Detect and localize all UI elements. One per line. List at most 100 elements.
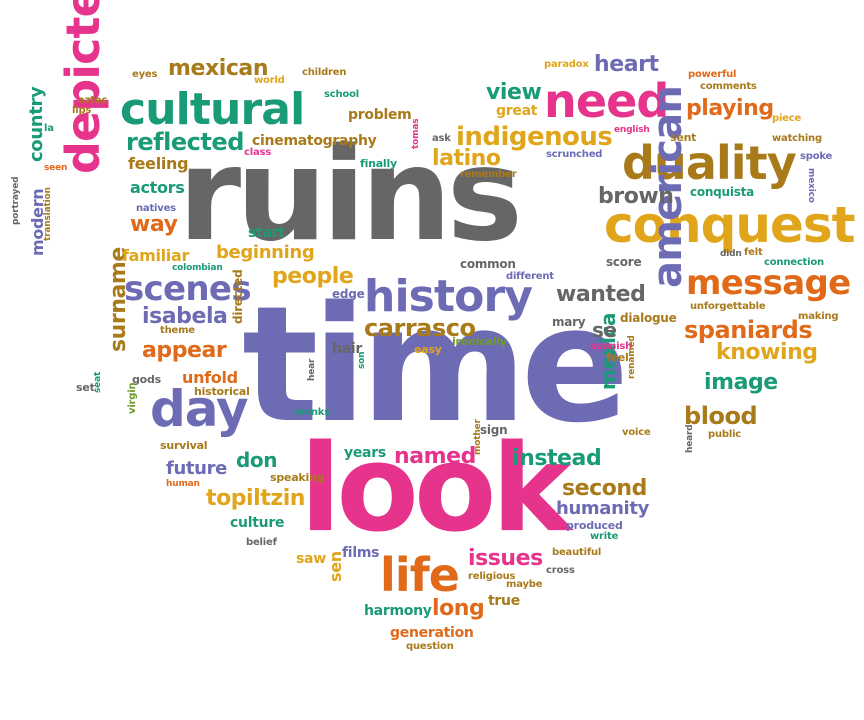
- word-ruins: ruins: [178, 121, 523, 270]
- word-mary: mary: [552, 315, 586, 329]
- word-se: se: [592, 318, 617, 342]
- word-translation: translation: [43, 187, 53, 241]
- word-reflected: reflected: [126, 128, 244, 156]
- word-look: look: [300, 420, 571, 559]
- word-depicted: depicted: [56, 0, 110, 174]
- word-scrunched: scrunched: [546, 149, 603, 160]
- word-comments: comments: [700, 81, 757, 92]
- word-ironically: ironically: [452, 335, 507, 348]
- word-natives: natives: [136, 203, 176, 214]
- word-conquista: conquista: [690, 185, 754, 199]
- word-knowing: knowing: [716, 340, 818, 365]
- word-latino: latino: [432, 146, 501, 171]
- word-beginning: beginning: [216, 242, 315, 263]
- word-paradox: paradox: [544, 59, 589, 70]
- word-connection: connection: [764, 257, 824, 268]
- word-monks: monks: [294, 407, 331, 418]
- word-way: way: [130, 212, 178, 237]
- word-remember: remember: [460, 169, 517, 180]
- word-common: common: [460, 257, 516, 271]
- word-cultural: cultural: [120, 84, 305, 135]
- word-sign: sign: [480, 423, 508, 437]
- word-spaniards: spaniards: [684, 316, 813, 344]
- word-unforgettable: unforgettable: [690, 301, 766, 312]
- word-named: named: [394, 444, 476, 469]
- word-spoke: spoke: [800, 151, 833, 162]
- word-blood: blood: [684, 402, 758, 430]
- word-lips: lips: [72, 105, 92, 116]
- word-don: don: [236, 448, 278, 472]
- word-great: great: [496, 103, 538, 119]
- word-heard: heard: [685, 424, 695, 453]
- word-seat: seat: [93, 371, 103, 393]
- word-instead: instead: [512, 446, 602, 471]
- word-image: image: [704, 370, 778, 395]
- word-hear: hear: [307, 358, 317, 381]
- word-dialogue: dialogue: [620, 311, 677, 325]
- word-life: life: [380, 548, 460, 602]
- word-feeling: feeling: [128, 154, 189, 173]
- word-class: class: [244, 147, 272, 158]
- word-public: public: [708, 429, 742, 440]
- word-humanity: humanity: [556, 498, 649, 519]
- word-different: different: [506, 271, 554, 282]
- word-son: son: [357, 351, 367, 369]
- word-virgin: virgin: [127, 382, 138, 414]
- word-indigenous: indigenous: [456, 122, 613, 152]
- word-belief: belief: [246, 537, 277, 548]
- word-easy: easy: [414, 343, 442, 356]
- word-powerful: powerful: [688, 69, 737, 80]
- word-hair: hair: [332, 341, 362, 357]
- word-question: question: [406, 641, 454, 652]
- word-set: set: [76, 381, 95, 394]
- word-seen: seen: [44, 163, 68, 173]
- word-generation: generation: [390, 625, 474, 641]
- word-world: world: [254, 75, 285, 86]
- word-directed: directed: [231, 269, 245, 324]
- word-theme: theme: [160, 325, 195, 336]
- word-beautiful: beautiful: [552, 547, 602, 558]
- word-carrasco: carrasco: [364, 314, 476, 342]
- word-harmony: harmony: [364, 603, 432, 619]
- word-felt: felt: [744, 247, 763, 258]
- word-piece: piece: [772, 113, 802, 124]
- word-historical: historical: [194, 385, 250, 398]
- word-isabela: isabela: [142, 304, 228, 329]
- word-second: second: [562, 476, 647, 501]
- word-aztec: aztec: [78, 95, 108, 106]
- word-religious: religious: [468, 571, 516, 582]
- word-history: history: [364, 271, 533, 322]
- word-mexican: mexican: [168, 56, 269, 81]
- word-problem: problem: [348, 107, 412, 123]
- word-voice: voice: [622, 427, 651, 438]
- word-making: making: [798, 311, 839, 322]
- word-saw: saw: [296, 551, 326, 567]
- word-tomas: tomas: [411, 118, 421, 149]
- word-didn: didn: [720, 249, 742, 259]
- word-actors: actors: [130, 178, 185, 197]
- word-true: true: [488, 593, 520, 609]
- word-finally: finally: [360, 157, 397, 170]
- word-future: future: [166, 458, 227, 479]
- word-unfold: unfold: [182, 368, 238, 387]
- word-portrayed: portrayed: [11, 176, 21, 225]
- word-need: need: [544, 74, 669, 128]
- word-start: start: [248, 225, 285, 241]
- word-feel: feel: [606, 351, 629, 364]
- word-familiar: familiar: [122, 246, 190, 265]
- word-day: day: [150, 380, 249, 438]
- word-view: view: [486, 80, 542, 105]
- word-message: message: [686, 263, 851, 303]
- word-children: children: [302, 67, 347, 78]
- word-maybe: maybe: [506, 579, 543, 590]
- word-ask: ask: [432, 133, 451, 144]
- word-culture: culture: [230, 515, 285, 531]
- word-topiltzin: topiltzin: [206, 486, 306, 511]
- word-edge: edge: [332, 287, 365, 301]
- word-time: time: [242, 271, 629, 458]
- word-conquest: conquest: [604, 196, 856, 254]
- word-renamed: renamed: [627, 335, 637, 379]
- word-speaking: speaking: [270, 471, 325, 484]
- word-watching: watching: [772, 133, 822, 144]
